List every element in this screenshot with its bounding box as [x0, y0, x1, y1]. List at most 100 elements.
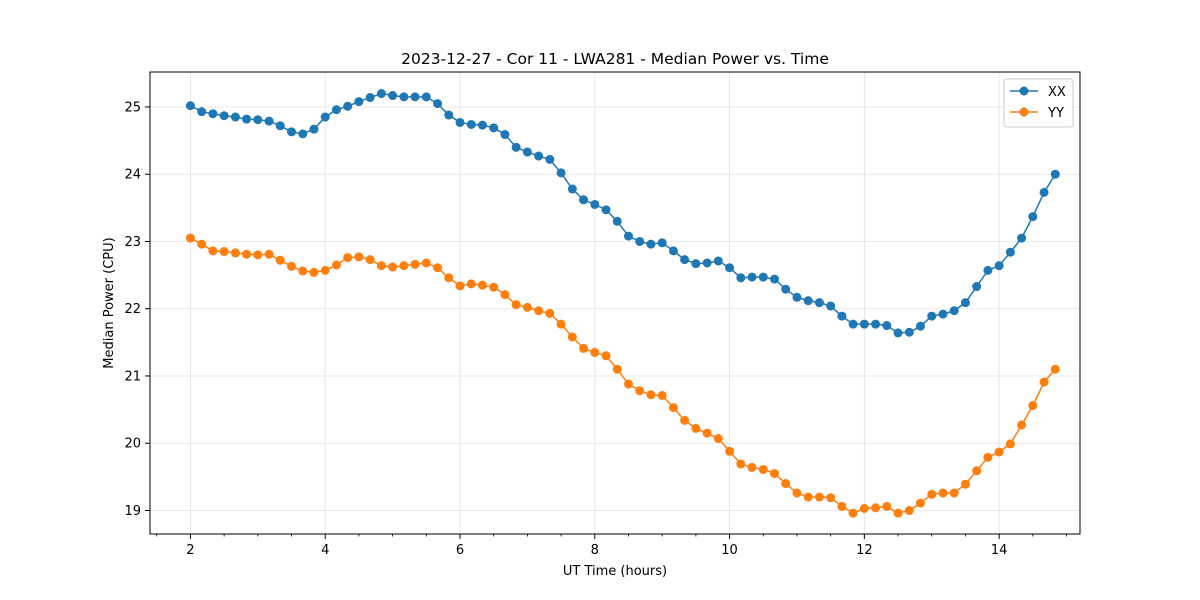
data-point-yy — [197, 239, 207, 249]
data-point-xx — [253, 115, 263, 125]
data-point-xx — [612, 216, 622, 226]
data-point-yy — [466, 279, 476, 289]
data-point-yy — [455, 281, 465, 291]
data-point-yy — [1028, 401, 1038, 411]
data-point-yy — [792, 488, 802, 498]
x-tick-label: 10 — [721, 543, 738, 558]
data-point-xx — [545, 154, 555, 164]
chart-title: 2023-12-27 - Cor 11 - LWA281 - Median Po… — [401, 50, 829, 68]
data-point-yy — [1039, 377, 1049, 387]
data-point-yy — [938, 488, 948, 498]
data-point-xx — [567, 184, 577, 194]
data-point-yy — [545, 308, 555, 318]
x-tick-label: 8 — [591, 543, 599, 558]
data-point-xx — [646, 239, 656, 249]
grid — [150, 72, 1080, 534]
data-point-yy — [983, 452, 993, 462]
data-point-yy — [781, 479, 791, 489]
data-point-yy — [871, 503, 881, 513]
data-point-yy — [298, 266, 308, 276]
data-point-xx — [287, 127, 297, 137]
legend-label-xx: XX — [1048, 85, 1066, 100]
data-point-yy — [489, 282, 499, 292]
y-tick-label: 21 — [124, 369, 141, 384]
data-point-xx — [994, 261, 1004, 271]
data-point-yy — [859, 503, 869, 513]
y-tick-label: 19 — [124, 504, 141, 519]
data-point-yy — [691, 423, 701, 433]
data-point-xx — [185, 101, 195, 111]
data-point-yy — [994, 447, 1004, 457]
data-point-xx — [433, 99, 443, 109]
data-point-xx — [814, 298, 824, 308]
series-xx — [185, 89, 1060, 338]
data-point-xx — [421, 92, 431, 102]
data-point-yy — [522, 302, 532, 312]
data-point-xx — [511, 142, 521, 152]
data-point-yy — [747, 462, 757, 472]
data-point-xx — [1028, 212, 1038, 222]
x-tick-label: 4 — [321, 543, 329, 558]
data-point-yy — [331, 260, 341, 270]
data-point-xx — [680, 255, 690, 265]
data-point-xx — [455, 117, 465, 127]
data-point-yy — [219, 247, 229, 257]
data-point-xx — [702, 258, 712, 268]
data-point-xx — [960, 298, 970, 308]
data-point-yy — [590, 347, 600, 357]
data-point-yy — [960, 479, 970, 489]
data-point-xx — [747, 272, 757, 282]
data-point-xx — [623, 231, 633, 241]
x-axis-label: UT Time (hours) — [563, 564, 667, 579]
data-point-xx — [837, 311, 847, 321]
data-point-yy — [309, 267, 319, 277]
data-point-yy — [287, 261, 297, 271]
data-point-xx — [331, 105, 341, 115]
data-point-xx — [365, 93, 375, 103]
data-point-xx — [601, 205, 611, 215]
series-layer — [185, 89, 1060, 518]
data-point-xx — [477, 120, 487, 130]
data-point-yy — [534, 306, 544, 316]
data-point-yy — [242, 249, 252, 259]
data-point-yy — [927, 489, 937, 499]
data-point-xx — [343, 101, 353, 111]
data-point-yy — [399, 261, 409, 271]
data-point-xx — [219, 111, 229, 121]
data-point-yy — [702, 428, 712, 438]
data-point-yy — [848, 508, 858, 518]
data-point-yy — [365, 255, 375, 265]
data-point-yy — [253, 250, 263, 260]
legend-label-yy: YY — [1047, 106, 1064, 121]
data-point-xx — [522, 147, 532, 157]
data-point-xx — [915, 321, 925, 331]
data-point-xx — [635, 236, 645, 246]
data-point-yy — [770, 468, 780, 478]
data-point-yy — [837, 501, 847, 511]
x-tick-label: 2 — [186, 543, 194, 558]
data-point-xx — [399, 92, 409, 102]
data-point-yy — [1050, 364, 1060, 374]
data-point-yy — [882, 501, 892, 511]
data-point-yy — [814, 492, 824, 502]
data-point-xx — [242, 114, 252, 124]
data-point-yy — [275, 255, 285, 265]
data-point-yy — [725, 446, 735, 456]
data-point-yy — [1017, 420, 1027, 430]
data-point-yy — [915, 498, 925, 508]
data-point-xx — [1005, 247, 1015, 257]
data-point-xx — [1050, 169, 1060, 179]
legend: XX YY — [1003, 78, 1074, 128]
legend-item-xx: XX — [1010, 85, 1066, 100]
data-point-yy — [736, 459, 746, 469]
data-point-yy — [972, 466, 982, 476]
data-point-yy — [320, 265, 330, 275]
y-axis-label: Median Power (CPU) — [102, 237, 117, 368]
data-point-xx — [668, 246, 678, 256]
data-point-yy — [826, 493, 836, 503]
data-point-xx — [904, 327, 914, 337]
x-tick-label: 6 — [456, 543, 464, 558]
x-tick-label: 12 — [856, 543, 873, 558]
legend-marker-xx — [1019, 86, 1029, 96]
